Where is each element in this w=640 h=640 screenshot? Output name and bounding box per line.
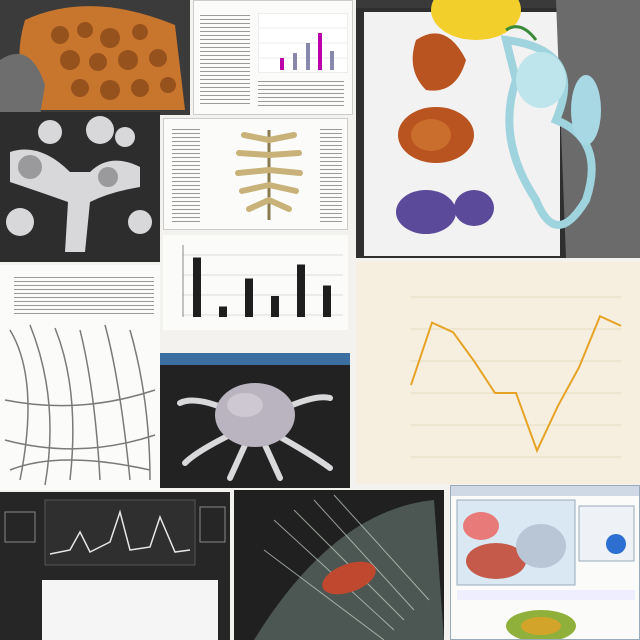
sphere-with-tendrils-icon [160,353,350,488]
bar [245,278,253,317]
bar [193,257,201,317]
bar [271,296,279,317]
anatomy-xray-panel [234,490,444,640]
spine-illustration-icon [235,130,303,220]
reptile-skin-panel [0,0,190,115]
medical-software-window-icon [451,486,639,639]
document-bar-chart-panel [193,0,353,115]
vertical-bar-chart [182,245,343,317]
orange-line-chart-panel [356,262,640,484]
document-text-block [200,15,250,105]
bone-joint-render-icon [0,112,160,262]
bar-chart-panel [163,235,348,330]
root-network-panel [0,265,160,490]
organ-diagram-icon [356,0,640,258]
bar [323,285,331,317]
software-window-panel [450,485,640,640]
bone-render-panel [0,112,160,262]
waveform-monitor-icon [0,492,230,640]
side-text-left [172,129,200,224]
series-line [410,314,622,454]
spine-document-panel [163,118,348,230]
root-network-illustration-icon [4,324,156,486]
organ-illustration-panel [356,0,640,258]
reptile-skin-texture-icon [0,0,190,115]
bar [297,264,305,317]
sphere-render-panel [160,353,350,488]
caption-text-lines [14,277,154,317]
waveform-monitor-panel [0,492,230,640]
bar [219,306,227,317]
mini-bar-chart [258,13,348,73]
document-footer-text [258,81,344,109]
line-chart [410,296,622,458]
anatomy-xray-icon [234,490,444,640]
side-text-right [320,129,342,224]
